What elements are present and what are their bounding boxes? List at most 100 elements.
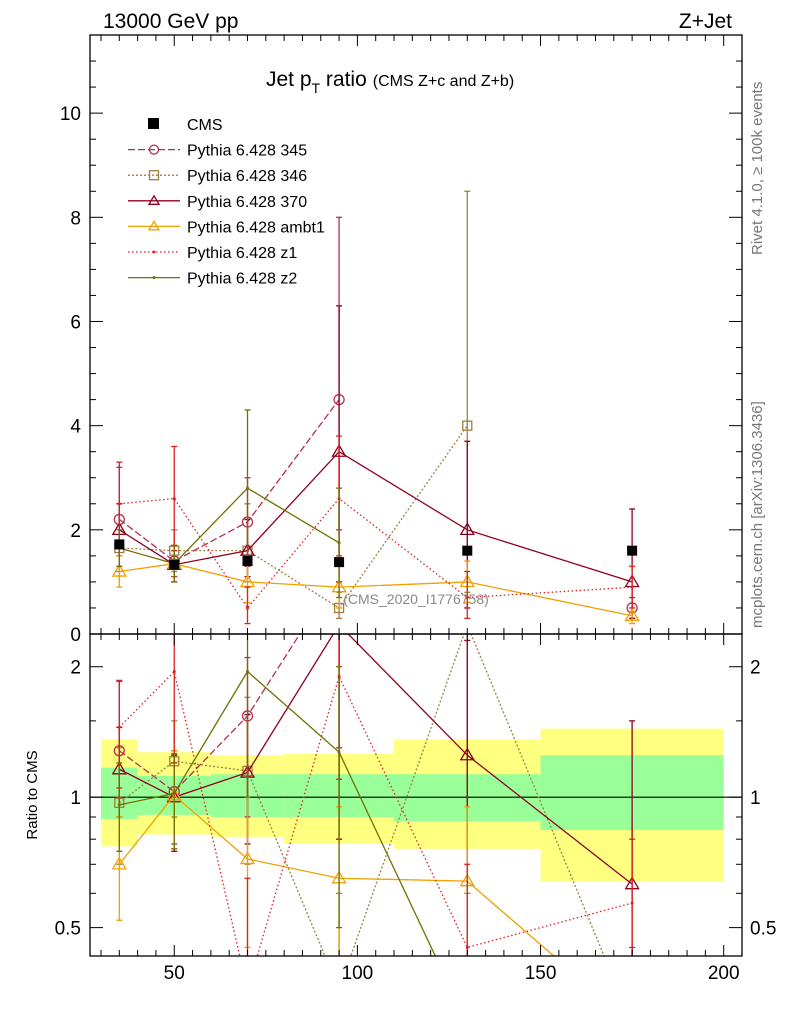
series-line: [118, 634, 605, 956]
data-point-dot: [117, 725, 121, 729]
series-line: [119, 487, 340, 565]
data-point-triangle: [459, 747, 475, 761]
ratio-frame: [89, 633, 743, 957]
data-point-dot: [246, 670, 250, 674]
data-point-dot: [246, 486, 250, 490]
data-point-dot: [337, 541, 341, 545]
series-line: [119, 563, 633, 617]
series-line: [118, 450, 633, 583]
series-pythia-6-428-z2: [116, 409, 343, 599]
data-point-cms: [627, 545, 638, 556]
y-tick-label: 6: [70, 312, 81, 333]
legend-label: Pythia 6.428 z1: [187, 245, 297, 262]
series-line: [119, 634, 633, 885]
legend-marker-cms: [148, 118, 159, 129]
x-tick-label: 50: [164, 963, 185, 984]
data-point-cms: [114, 539, 125, 550]
data-point-dot: [152, 250, 156, 254]
data-point-square: [462, 420, 473, 431]
title-paren: (CMS Z+c and Z+b): [373, 73, 514, 90]
process-label: Z+Jet: [679, 10, 732, 33]
legend-entry: Pythia 6.428 ambt1: [128, 219, 325, 236]
data-point-dot: [117, 502, 121, 506]
legend-label: Pythia 6.428 345: [187, 143, 307, 160]
data-point-triangle: [624, 607, 640, 621]
data-point-dot: [630, 585, 634, 589]
y-tick-label: 4: [70, 417, 81, 438]
series-line: [118, 670, 633, 956]
legend-label-cms: CMS: [187, 117, 223, 134]
title-main: Jet p: [266, 68, 312, 91]
energy-label: 13000 GeV pp: [103, 10, 238, 33]
series-cms: [114, 539, 638, 570]
data-point-triangle: [459, 522, 475, 536]
data-point-triangle: [111, 856, 127, 870]
data-point-triangle: [239, 574, 256, 588]
data-point-triangle: [111, 563, 127, 577]
data-point-square: [148, 170, 160, 181]
data-point-dot: [172, 670, 176, 674]
main-series-layer: [111, 190, 640, 625]
data-point-dot: [172, 497, 176, 501]
axes-layer: 50 100 150 200 0 2 4 6 8 10 0.5 0.5 1 1 2 2: [55, 34, 776, 984]
ratio-y-tick-label: 1: [70, 788, 81, 809]
data-point-dot: [152, 276, 156, 280]
data-point-cms: [462, 545, 473, 556]
legend-entry: Pythia 6.428 z1: [128, 245, 297, 262]
data-point-cms: [169, 559, 180, 570]
series-pythia-6-428-ambt1: [111, 544, 640, 625]
series-pythia-6-428-370: [111, 305, 640, 620]
data-point-triangle: [239, 851, 256, 865]
ratio-y-tick-label-right: 1: [750, 788, 761, 809]
data-point-circle: [627, 1013, 637, 1023]
legend-label: Pythia 6.428 346: [187, 168, 307, 185]
data-point-dot: [465, 596, 469, 600]
data-point-dot: [465, 945, 469, 949]
series-line: [118, 794, 555, 956]
data-point-circle: [148, 144, 160, 155]
y-tick-label: 0: [70, 625, 81, 646]
ratio-y-tick-label: 2: [70, 658, 81, 679]
x-tick-label: 150: [525, 963, 557, 984]
y-tick-label: 10: [60, 104, 81, 125]
ratio-y-label: Ratio to CMS: [24, 750, 41, 839]
legend-label: Pythia 6.428 z2: [187, 271, 297, 288]
series-line: [118, 399, 340, 562]
data-point-dot: [117, 803, 121, 807]
title-subscript: T: [312, 80, 321, 96]
data-point-square: [463, 620, 472, 629]
series-line: [119, 425, 468, 609]
mcplots-label: mcplots.cern.ch [arXiv:1306.3436]: [749, 401, 766, 628]
ratio-y-tick-label-right: 0.5: [750, 919, 776, 940]
data-point-dot: [337, 750, 341, 754]
data-point-dot: [172, 791, 176, 795]
analysis-label: (CMS_2020_I1776758): [343, 591, 489, 607]
ratio-uncertainty-bands: [90, 728, 742, 882]
data-point-dot: [630, 901, 634, 905]
title-main2: ratio: [320, 68, 367, 91]
y-tick-label: 2: [70, 521, 81, 542]
plot-title: Jet pT ratio (CMS Z+c and Z+b): [266, 68, 514, 96]
series-pythia-6-428-z1: [116, 435, 636, 625]
data-point-cms: [334, 557, 345, 568]
data-point-cms: [242, 556, 253, 567]
x-tick-label: 200: [708, 963, 740, 984]
data-point-square: [335, 985, 344, 994]
data-point-triangle: [147, 220, 161, 231]
legend-label: Pythia 6.428 ambt1: [187, 219, 325, 236]
series-pythia-6-428-z2: [116, 634, 437, 956]
data-point-triangle: [333, 618, 346, 629]
legend-entry: Pythia 6.428 346: [128, 168, 307, 185]
ratio-y-tick-label-right: 2: [750, 658, 761, 679]
x-tick-label: 100: [342, 963, 374, 984]
data-point-square: [628, 1019, 637, 1024]
data-point-dot: [246, 988, 249, 991]
data-point-dot: [246, 606, 250, 610]
legend-label: Pythia 6.428 370: [187, 194, 307, 211]
y-tick-label: 8: [70, 208, 81, 229]
rivet-label: Rivet 4.1.0, ≥ 100k events: [749, 82, 766, 255]
data-point-triangle: [147, 194, 161, 205]
legend: CMS Pythia 6.428 345 Pythia 6.428 346 Pythi…: [128, 117, 325, 288]
ratio-y-tick-label: 0.5: [55, 919, 81, 940]
legend-entry: Pythia 6.428 z2: [128, 271, 297, 288]
